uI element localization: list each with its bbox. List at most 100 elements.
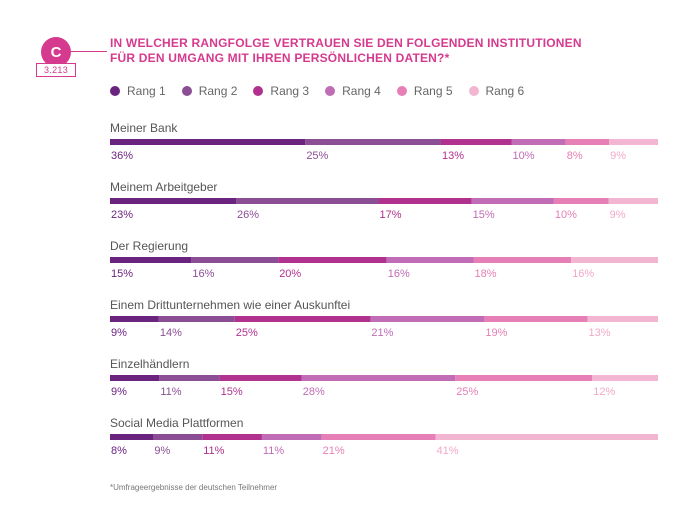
value-label: 25% [456,386,478,398]
value-label: 16% [192,268,214,280]
value-label: 8% [111,445,127,457]
legend-item-rang-2: Rang 2 [181,84,238,98]
legend-label: Rang 3 [270,84,310,98]
bar-segment-rang-3 [219,375,302,381]
bar-segment-rang-3 [440,139,512,145]
participant-count: 3.213 [36,63,76,77]
bar-segment-rang-3 [378,198,472,204]
legend-label: Rang 6 [485,84,525,98]
bar-segment-rang-5 [321,434,436,440]
value-label: 9% [610,150,626,162]
value-label: 18% [475,268,497,280]
stacked-bar-chart: Meiner Bank 36% 25% 13% 10% 8% 9% Meinem Arbeit… [110,121,658,457]
bar-segment-rang-4 [301,375,456,381]
value-label: 16% [572,268,594,280]
legend-item-rang-1: Rang 1 [110,84,166,98]
legend-label: Rang 5 [413,84,453,98]
legend-item-rang-4: Rang 4 [325,84,381,98]
bar-segment-rang-5 [553,198,609,204]
value-label: 25% [306,150,328,162]
bar-segment-rang-2 [159,375,220,381]
value-label: 9% [610,209,626,221]
bar-segment-rang-3 [278,257,387,263]
bar-segment-rang-1 [110,257,192,263]
value-label: 28% [303,386,325,398]
bar-segment-rang-2 [236,198,379,204]
bar-segment-rang-2 [153,434,203,440]
value-label: 17% [380,209,402,221]
bar-segment-rang-1 [110,434,154,440]
bar-segment-rang-5 [484,316,588,322]
bar-segment-rang-6 [608,198,658,204]
bar-segment-rang-3 [234,316,371,322]
value-label: 14% [160,327,182,339]
bar-segment-rang-1 [110,375,160,381]
value-label: 10% [555,209,577,221]
value-label: 21% [371,327,393,339]
bar-segment-rang-4 [261,434,322,440]
value-label: 10% [513,150,535,162]
category-label: Meiner Bank [110,121,178,135]
badge-connector-line [71,51,107,52]
value-label: 8% [567,150,583,162]
bar-segment-rang-4 [511,139,566,145]
value-label: 19% [485,327,507,339]
bar-segment-rang-5 [565,139,610,145]
value-label: 41% [437,445,459,457]
value-label: 9% [154,445,170,457]
value-label: 11% [263,445,284,457]
bar-segment-rang-2 [191,257,279,263]
bar-segment-rang-3 [202,434,262,440]
value-label: 16% [388,268,410,280]
value-label: 11% [160,386,181,398]
value-label: 13% [442,150,464,162]
category-label: Der Regierung [110,239,188,253]
chart-title: IN WELCHER RANGFOLGE VERTRAUEN SIE DEN F… [110,36,582,65]
bar-segment-rang-6 [435,434,658,440]
category-label: Social Media Plattformen [110,416,243,430]
legend-label: Rang 2 [198,84,238,98]
value-label: 20% [279,268,301,280]
value-label: 26% [237,209,259,221]
bar-segment-rang-6 [571,257,658,263]
value-label: 23% [111,209,133,221]
category-label: Einzelhändlern [110,357,189,371]
legend: Rang 1 Rang 2 Rang 3 Rang 4 Rang 5 Rang 6 [110,84,524,98]
legend-swatch [110,86,120,96]
legend-label: Rang 4 [342,84,381,98]
value-label: 21% [323,445,345,457]
bar-segment-rang-6 [609,139,658,145]
value-label: 12% [593,386,615,398]
bar-segment-rang-5 [473,257,572,263]
bar-segment-rang-5 [455,375,593,381]
value-label: 15% [111,268,133,280]
value-label: 13% [588,327,610,339]
category-label: Meinem Arbeitgeber [110,180,217,194]
legend-swatch [468,86,479,96]
legend-item-rang-6: Rang 6 [468,84,525,98]
value-label: 9% [111,386,127,398]
bar-segment-rang-6 [592,375,658,381]
value-label: 36% [111,150,133,162]
bar-segment-rang-1 [110,139,306,145]
value-label: 9% [111,327,127,339]
legend-swatch [325,86,336,96]
section-letter: C [50,43,62,61]
bar-segment-rang-4 [386,257,474,263]
legend-swatch [253,86,264,96]
value-label: 15% [221,386,243,398]
bar-segment-rang-4 [370,316,485,322]
bar-segment-rang-1 [110,316,159,322]
bar-segment-rang-2 [305,139,441,145]
footnote: *Umfrageergebnisse der deutschen Teilneh… [110,483,278,492]
bar-segment-rang-2 [158,316,235,322]
value-label: 11% [203,445,224,457]
legend-item-rang-3: Rang 3 [253,84,309,98]
legend-item-rang-5: Rang 5 [396,84,453,98]
legend-swatch [396,86,407,96]
value-label: 25% [236,327,258,339]
category-label: Einem Drittunternehmen wie einer Auskunf… [110,298,350,312]
legend-swatch [181,86,192,96]
value-label: 15% [473,209,495,221]
bar-segment-rang-4 [471,198,554,204]
